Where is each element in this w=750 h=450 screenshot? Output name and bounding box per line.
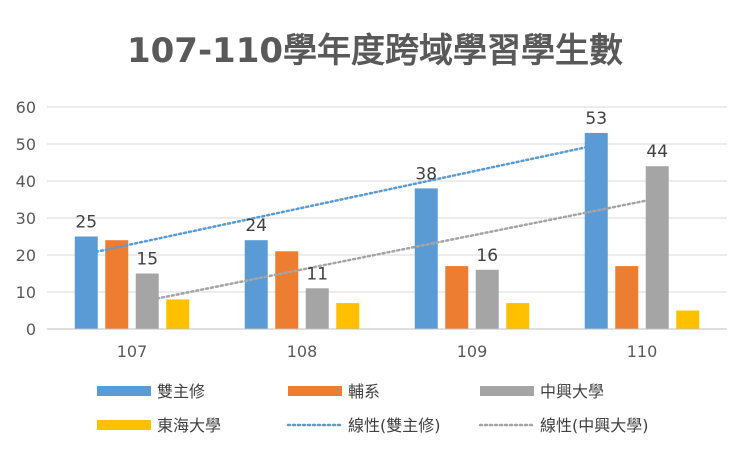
trendline <box>146 197 659 302</box>
data-label: 44 <box>646 142 668 162</box>
bar <box>645 166 669 329</box>
legend-item: 東海大學 <box>97 416 221 435</box>
data-label: 15 <box>136 250 158 270</box>
data-label: 38 <box>415 164 437 184</box>
gridlines <box>47 106 727 293</box>
bar <box>336 303 360 329</box>
legend-label: 輔系 <box>348 382 380 401</box>
bar <box>166 299 190 329</box>
bar <box>475 269 499 329</box>
y-tick-label: 60 <box>16 98 36 117</box>
y-tick-label: 50 <box>16 135 36 154</box>
x-tick-label: 108 <box>287 342 318 361</box>
legend-swatch <box>288 386 342 396</box>
legend-item: 輔系 <box>288 382 380 401</box>
x-axis: 107 108 109 110 <box>47 328 727 361</box>
legend-item: 中興大學 <box>480 382 604 401</box>
bar <box>506 303 530 329</box>
legend-label: 中興大學 <box>540 382 604 401</box>
legend-label: 線性(中興大學) <box>540 416 649 435</box>
bar <box>244 240 268 329</box>
trendline <box>85 143 598 256</box>
bar <box>74 236 98 329</box>
data-label: 24 <box>245 216 267 236</box>
bar <box>445 266 469 329</box>
legend-label: 東海大學 <box>157 416 221 435</box>
data-labels: 25 24 38 53 15 11 16 44 <box>75 109 668 284</box>
bar <box>615 266 639 329</box>
data-label: 11 <box>306 264 328 284</box>
data-label: 25 <box>75 213 97 233</box>
bar <box>305 288 329 329</box>
bar <box>676 310 700 329</box>
y-tick-label: 40 <box>16 172 36 191</box>
legend-item: 雙主修 <box>97 382 205 401</box>
bars <box>74 132 700 329</box>
trendlines <box>85 143 659 302</box>
legend-swatch <box>97 420 151 430</box>
y-tick-label: 30 <box>16 209 36 228</box>
data-label: 53 <box>585 109 607 129</box>
y-tick-label: 0 <box>26 320 36 339</box>
x-tick-label: 109 <box>457 342 488 361</box>
y-tick-label: 20 <box>16 246 36 265</box>
legend-label: 雙主修 <box>157 382 205 401</box>
chart-title: 107-110學年度跨域學習學生數 <box>127 31 623 71</box>
bar <box>275 251 299 329</box>
x-tick-label: 110 <box>627 342 658 361</box>
legend-label: 線性(雙主修) <box>348 416 441 435</box>
legend-item: 線性(中興大學) <box>478 416 649 435</box>
bar <box>105 240 129 329</box>
bar <box>584 132 608 329</box>
y-axis: 0 10 20 30 40 50 60 <box>16 98 36 339</box>
legend-item: 線性(雙主修) <box>286 416 441 435</box>
x-tick-label: 107 <box>117 342 148 361</box>
legend-swatch <box>480 386 534 396</box>
y-tick-label: 10 <box>16 283 36 302</box>
bar <box>414 188 438 329</box>
data-label: 16 <box>476 246 498 266</box>
legend-swatch <box>97 386 151 396</box>
